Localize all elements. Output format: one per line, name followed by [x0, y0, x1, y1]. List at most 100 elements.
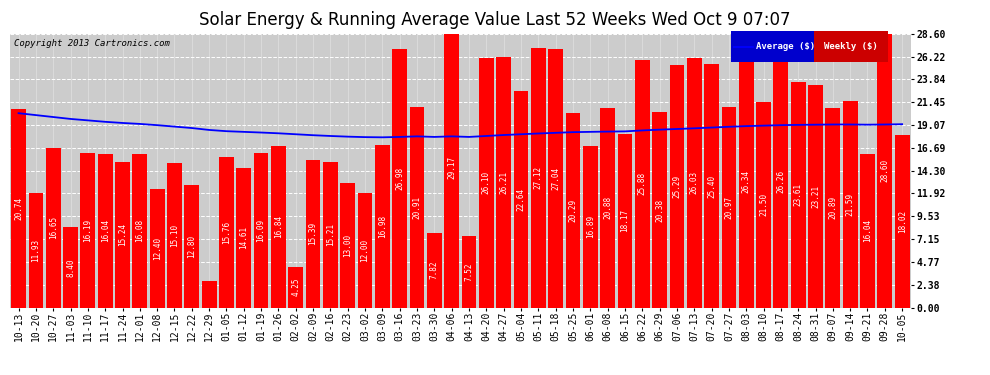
Text: 26.10: 26.10 — [482, 171, 491, 194]
Bar — [808, 86, 823, 308]
Text: 4.25: 4.25 — [291, 278, 300, 296]
Text: Weekly ($): Weekly ($) — [825, 42, 878, 51]
Bar — [410, 107, 425, 308]
Bar — [63, 227, 78, 308]
Bar — [149, 189, 164, 308]
Bar — [895, 135, 910, 308]
Text: 15.76: 15.76 — [222, 220, 231, 244]
Text: 12.40: 12.40 — [152, 237, 161, 260]
Text: 26.34: 26.34 — [742, 170, 750, 193]
Bar — [565, 113, 580, 308]
Text: 13.00: 13.00 — [344, 234, 352, 257]
Text: 15.24: 15.24 — [118, 223, 127, 246]
Text: 25.40: 25.40 — [707, 174, 716, 198]
Text: 20.29: 20.29 — [568, 199, 577, 222]
Bar — [202, 281, 217, 308]
Bar — [791, 81, 806, 308]
Text: 15.39: 15.39 — [309, 222, 318, 245]
Bar — [669, 65, 684, 308]
Text: 20.97: 20.97 — [725, 196, 734, 219]
Bar — [842, 101, 857, 308]
Bar — [167, 163, 182, 308]
Bar — [392, 49, 407, 308]
Text: 27.04: 27.04 — [551, 166, 560, 190]
FancyBboxPatch shape — [815, 31, 888, 63]
Bar — [219, 157, 234, 308]
Text: 16.19: 16.19 — [83, 219, 92, 242]
Text: 23.61: 23.61 — [794, 183, 803, 206]
Bar — [288, 267, 303, 308]
Bar — [115, 162, 130, 308]
Bar — [773, 56, 788, 308]
Bar — [652, 112, 667, 308]
Text: Solar Energy & Running Average Value Last 52 Weeks Wed Oct 9 07:07: Solar Energy & Running Average Value Las… — [199, 11, 791, 29]
Text: 26.98: 26.98 — [395, 167, 404, 190]
Text: 26.21: 26.21 — [499, 171, 508, 194]
Text: 18.17: 18.17 — [621, 209, 630, 232]
Text: 11.93: 11.93 — [32, 239, 41, 262]
Bar — [445, 28, 459, 308]
Text: 16.09: 16.09 — [256, 219, 265, 242]
Text: 16.89: 16.89 — [586, 215, 595, 238]
Text: 20.89: 20.89 — [829, 196, 838, 219]
Bar — [600, 108, 615, 307]
Bar — [635, 60, 649, 308]
Text: 26.03: 26.03 — [690, 171, 699, 195]
Text: 12.80: 12.80 — [187, 235, 196, 258]
Bar — [877, 34, 892, 308]
Text: 16.08: 16.08 — [136, 219, 145, 242]
Bar — [11, 109, 26, 307]
Text: 29.17: 29.17 — [447, 156, 456, 180]
FancyBboxPatch shape — [731, 31, 814, 63]
Bar — [427, 232, 442, 308]
Bar — [704, 64, 719, 308]
Bar — [548, 49, 563, 308]
Bar — [357, 193, 372, 308]
Bar — [496, 57, 511, 308]
Bar — [722, 107, 737, 307]
Bar — [826, 108, 841, 307]
Text: 15.21: 15.21 — [326, 223, 335, 246]
Text: 21.50: 21.50 — [759, 193, 768, 216]
Bar — [583, 146, 598, 308]
Text: 20.74: 20.74 — [14, 196, 23, 220]
Text: 20.88: 20.88 — [603, 196, 612, 219]
Text: 23.21: 23.21 — [811, 185, 820, 208]
Bar — [531, 48, 545, 308]
Bar — [618, 134, 633, 308]
Text: 12.00: 12.00 — [360, 238, 369, 262]
Text: 7.82: 7.82 — [430, 261, 439, 279]
Bar — [237, 168, 251, 308]
Text: 28.60: 28.60 — [880, 159, 889, 182]
Bar — [341, 183, 355, 308]
Bar — [98, 154, 113, 308]
Bar — [860, 154, 875, 308]
Bar — [306, 160, 321, 308]
Text: 25.29: 25.29 — [672, 175, 681, 198]
Text: 25.88: 25.88 — [638, 172, 646, 195]
Text: 26.26: 26.26 — [776, 170, 785, 194]
Text: Average ($): Average ($) — [755, 42, 815, 51]
Text: 16.04: 16.04 — [101, 219, 110, 242]
Bar — [271, 146, 286, 308]
Bar — [461, 236, 476, 308]
Bar — [479, 58, 494, 308]
Bar — [184, 185, 199, 308]
Bar — [29, 193, 44, 308]
Bar — [739, 56, 753, 308]
Bar — [133, 154, 148, 308]
Text: 8.40: 8.40 — [66, 258, 75, 276]
Text: 20.38: 20.38 — [655, 198, 664, 222]
Text: 18.02: 18.02 — [898, 210, 907, 233]
Bar — [687, 58, 702, 308]
Text: 16.98: 16.98 — [378, 214, 387, 238]
Text: 16.65: 16.65 — [49, 216, 57, 239]
Text: 16.04: 16.04 — [863, 219, 872, 242]
Text: Copyright 2013 Cartronics.com: Copyright 2013 Cartronics.com — [15, 39, 170, 48]
Bar — [80, 153, 95, 308]
Bar — [253, 153, 268, 308]
Bar — [756, 102, 771, 308]
Bar — [46, 148, 60, 308]
Bar — [514, 91, 529, 308]
Text: 7.52: 7.52 — [464, 262, 473, 281]
